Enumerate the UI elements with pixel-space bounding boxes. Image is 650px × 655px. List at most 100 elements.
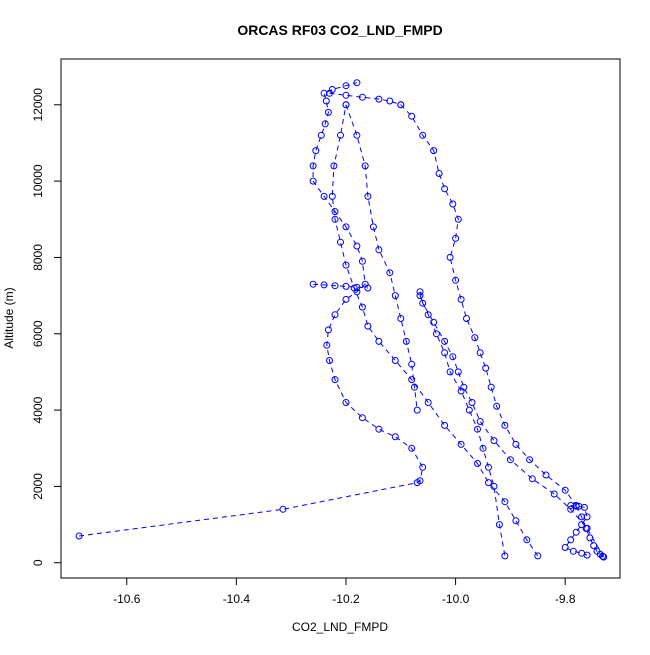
data-point xyxy=(471,334,479,342)
data-point xyxy=(386,269,394,277)
data-point xyxy=(454,215,462,223)
data-point xyxy=(476,418,484,425)
data-point xyxy=(337,131,344,139)
data-point xyxy=(430,147,438,155)
data-point xyxy=(454,368,462,376)
data-point xyxy=(312,147,320,155)
data-point xyxy=(375,337,383,345)
data-point xyxy=(309,162,317,170)
x-tick-label: -10.0 xyxy=(442,592,470,606)
data-point xyxy=(457,295,465,303)
data-point xyxy=(342,261,350,269)
data-point xyxy=(375,95,383,103)
series-line xyxy=(313,283,368,289)
data-point xyxy=(506,456,514,464)
data-point xyxy=(411,383,418,391)
data-point xyxy=(441,337,449,345)
data-point xyxy=(449,353,457,361)
data-point xyxy=(419,463,427,471)
data-point xyxy=(474,425,481,433)
data-point xyxy=(342,82,350,90)
data-point xyxy=(330,162,338,170)
data-point xyxy=(391,357,399,364)
data-point xyxy=(331,282,339,290)
data-point xyxy=(569,547,577,555)
data-point xyxy=(485,479,492,487)
data-point xyxy=(342,295,350,303)
data-point xyxy=(416,292,424,300)
data-point xyxy=(567,536,575,544)
data-point xyxy=(353,131,361,139)
data-point xyxy=(501,552,509,560)
data-point xyxy=(534,552,542,560)
data-point xyxy=(501,498,509,506)
data-point xyxy=(391,292,399,300)
data-point xyxy=(446,368,454,376)
data-point xyxy=(358,93,366,101)
data-point xyxy=(331,376,339,384)
data-point xyxy=(317,131,325,139)
data-point xyxy=(386,97,394,105)
data-point xyxy=(468,399,476,406)
data-point xyxy=(457,387,465,395)
y-tick-label: 2000 xyxy=(31,473,45,500)
data-point xyxy=(580,503,588,511)
data-point xyxy=(490,437,498,445)
data-point xyxy=(583,551,591,559)
data-point xyxy=(485,463,492,471)
x-axis: -10.6 -10.4 -10.2 -10.0 -9.8 xyxy=(113,577,576,606)
data-point xyxy=(75,532,83,540)
series-layer xyxy=(75,79,608,561)
data-point xyxy=(375,425,383,433)
data-point xyxy=(490,482,498,490)
data-point xyxy=(542,471,550,479)
x-tick-label: -10.6 xyxy=(113,592,141,606)
data-point xyxy=(501,421,509,429)
data-point xyxy=(416,288,424,296)
series-line xyxy=(79,82,424,537)
data-point xyxy=(495,521,503,529)
data-point xyxy=(364,284,372,292)
x-tick-label: -10.4 xyxy=(223,592,251,606)
y-tick-label: 12000 xyxy=(31,88,45,122)
data-point xyxy=(342,223,350,231)
data-point xyxy=(353,242,361,250)
data-point xyxy=(512,517,520,525)
series-line xyxy=(331,104,539,557)
data-point xyxy=(342,101,350,109)
data-point xyxy=(424,399,432,406)
data-point xyxy=(321,120,329,128)
data-point xyxy=(487,383,495,391)
data-point xyxy=(323,341,331,349)
data-point xyxy=(572,528,580,536)
data-point xyxy=(408,376,416,384)
data-point xyxy=(375,246,383,254)
data-point xyxy=(326,89,333,97)
data-point xyxy=(364,192,372,200)
data-point xyxy=(567,502,575,509)
data-point xyxy=(342,399,350,406)
data-point xyxy=(328,192,336,200)
data-point xyxy=(364,322,372,330)
data-point xyxy=(424,311,432,319)
data-point xyxy=(397,101,405,109)
data-point xyxy=(482,364,490,372)
data-point xyxy=(465,406,473,414)
data-point xyxy=(320,281,328,289)
data-point xyxy=(446,253,454,261)
data-point xyxy=(324,326,332,334)
x-axis-label: CO2_LND_FMPD xyxy=(292,620,388,634)
data-point xyxy=(583,513,591,521)
data-point xyxy=(528,475,536,483)
series-line xyxy=(575,506,604,558)
x-tick-label: -10.2 xyxy=(332,592,360,606)
data-point xyxy=(463,315,470,322)
data-point xyxy=(279,505,287,513)
data-point xyxy=(583,524,591,532)
data-point xyxy=(361,162,369,170)
data-point xyxy=(419,131,427,139)
data-point xyxy=(369,223,377,231)
data-point xyxy=(479,444,487,452)
data-point xyxy=(600,553,608,561)
